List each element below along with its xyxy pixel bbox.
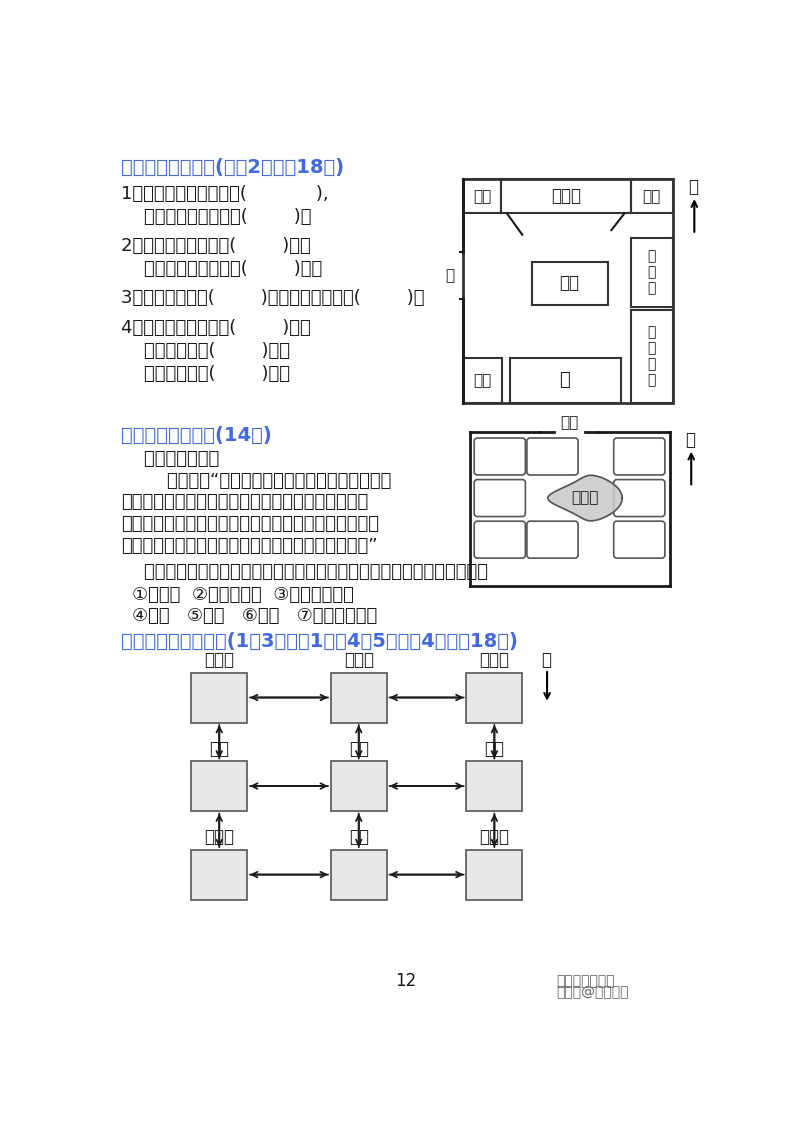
- Text: 学习桌: 学习桌: [550, 187, 580, 205]
- Text: ①采摘园  ②四季植物馆  ③花卉展销中心: ①采摘园 ②四季植物馆 ③花卉展销中心: [132, 586, 354, 604]
- Text: 电影院: 电影院: [480, 828, 509, 846]
- Text: 北: 北: [688, 178, 698, 196]
- Text: 请你根据乐乐的描述，把生态园内的这些景区的序号填在适当的位置上。: 请你根据乐乐的描述，把生态园内的这些景区的序号填在适当的位置上。: [121, 563, 488, 581]
- Bar: [191, 850, 247, 900]
- Text: 湖的西面，在花卉展销中心的南面，生态园的东北角、: 湖的西面，在花卉展销中心的南面，生态园的东北角、: [121, 515, 379, 533]
- Bar: [331, 762, 387, 811]
- Polygon shape: [548, 476, 623, 521]
- Text: 收
藏
品: 收 藏 品: [648, 249, 656, 296]
- Bar: [191, 762, 247, 811]
- Text: 1．鱼缸的东面摆放的是(            ),: 1．鱼缸的东面摆放的是( ),: [121, 185, 328, 203]
- Text: 鱼缸的南面摆放的是(        )。: 鱼缸的南面摆放的是( )。: [121, 208, 312, 226]
- Text: 4．运动用品在电脑的(        )面，: 4．运动用品在电脑的( )面，: [121, 319, 311, 337]
- Text: 医院: 医院: [209, 739, 229, 757]
- Bar: [191, 673, 247, 723]
- Text: 东南角和西南角分别是生态水上乐园、竹林和草坤。”: 东南角和西南角分别是生态水上乐园、竹林和草坤。”: [121, 536, 377, 554]
- Text: 体育馆: 体育馆: [343, 651, 374, 669]
- Bar: [466, 762, 523, 811]
- Text: 北: 北: [541, 651, 551, 669]
- Text: 运动用品在收藏品的(        )面。: 运动用品在收藏品的( )面。: [121, 260, 322, 278]
- Text: 北: 北: [685, 431, 695, 449]
- Text: 人工湖: 人工湖: [572, 490, 599, 506]
- Bar: [331, 673, 387, 723]
- Text: 鱼缸: 鱼缸: [560, 274, 580, 292]
- Bar: [466, 850, 523, 900]
- Text: 五、我会找位置。(14分): 五、我会找位置。(14分): [121, 425, 271, 444]
- Text: 乐乐说：“走进生态园的大门，正南面是人工湖: 乐乐说：“走进生态园的大门，正南面是人工湖: [121, 472, 391, 490]
- Bar: [463, 180, 672, 403]
- FancyBboxPatch shape: [474, 438, 526, 475]
- Text: 电脑: 电脑: [473, 188, 491, 204]
- Text: 中小学满分学苑: 中小学满分学苑: [557, 974, 615, 988]
- Text: 衣柜: 衣柜: [473, 373, 492, 388]
- Text: 运
动
用
品: 运 动 用 品: [648, 325, 656, 388]
- Text: 和假山。人工湖的东面是采摘园，四季植物馆在人工: 和假山。人工湖的东面是采摘园，四季植物馆在人工: [121, 494, 368, 512]
- FancyBboxPatch shape: [614, 522, 665, 558]
- FancyBboxPatch shape: [614, 479, 665, 516]
- Text: ④竹林   ⑤草坤   ⑥假山   ⑦生态水上乐园: ④竹林 ⑤草坤 ⑥假山 ⑦生态水上乐园: [132, 607, 377, 625]
- Bar: [331, 850, 387, 900]
- Text: 四、小明的卧室。(每穲2分，入18分): 四、小明的卧室。(每穲2分，入18分): [121, 158, 344, 177]
- Text: 邮局: 邮局: [485, 739, 504, 757]
- Text: 门: 门: [445, 268, 454, 283]
- Bar: [630, 310, 672, 403]
- Text: 学校: 学校: [349, 739, 369, 757]
- Text: 书柜: 书柜: [642, 188, 661, 204]
- Bar: [531, 263, 607, 305]
- Text: 少年宫: 少年宫: [205, 828, 234, 846]
- Text: 美丽的生态园。: 美丽的生态园。: [121, 450, 219, 468]
- Bar: [466, 673, 523, 723]
- Bar: [463, 358, 502, 403]
- FancyBboxPatch shape: [474, 522, 526, 558]
- Text: 2．运动用品在衣柜的(        )面，: 2．运动用品在衣柜的( )面，: [121, 237, 311, 255]
- Bar: [510, 358, 621, 403]
- Text: 搜狐号@好精譛斗: 搜狐号@好精譛斗: [557, 985, 629, 1000]
- FancyBboxPatch shape: [527, 438, 578, 475]
- Text: 动物园: 动物园: [480, 651, 509, 669]
- Text: 商场: 商场: [349, 828, 369, 846]
- Text: 衣柜在书柜的(        )面，: 衣柜在书柜的( )面，: [121, 342, 289, 360]
- Bar: [630, 180, 672, 213]
- Text: 图书馆: 图书馆: [205, 651, 234, 669]
- Bar: [500, 180, 630, 213]
- Text: 六、我会解决问题。(1～3题每穲1分，4～5题每题4分，入18分): 六、我会解决问题。(1～3题每穲1分，4～5题每题4分，入18分): [121, 632, 518, 651]
- FancyBboxPatch shape: [527, 522, 578, 558]
- Text: 12: 12: [396, 973, 416, 991]
- Bar: [463, 180, 500, 213]
- Text: 3．电脑在卧室的(        )角，书柜在卧室的(        )角: 3．电脑在卧室的( )角，书柜在卧室的( )角: [121, 289, 424, 307]
- Bar: [630, 238, 672, 307]
- FancyBboxPatch shape: [614, 438, 665, 475]
- Text: 床: 床: [560, 371, 570, 389]
- Text: 大门: 大门: [561, 415, 579, 431]
- FancyBboxPatch shape: [474, 479, 526, 516]
- Text: 收藏品在床的(        )面。: 收藏品在床的( )面。: [121, 365, 289, 383]
